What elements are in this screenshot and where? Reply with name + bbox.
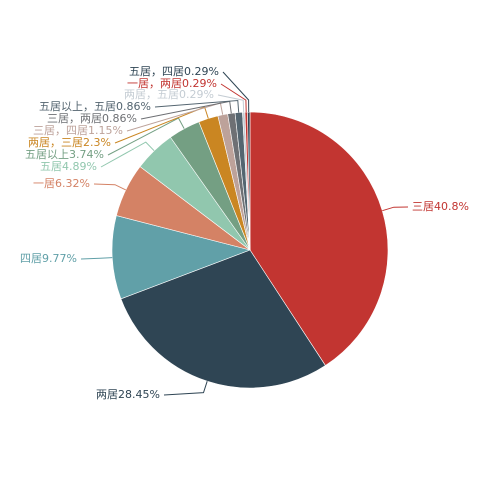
leader-line <box>100 141 155 168</box>
leader-line <box>220 83 247 113</box>
leader-line <box>114 106 209 144</box>
slice-label: 五居以上3.74% <box>25 148 104 161</box>
pie-slice <box>249 111 389 366</box>
slice-label: 五居以上，五居0.86% <box>39 100 151 113</box>
pie-slices <box>111 111 389 389</box>
slice-label: 四居9.77% <box>20 252 77 265</box>
slice-label: 五居，四居0.29% <box>129 65 219 78</box>
slice-label: 两居，五居0.29% <box>124 88 214 101</box>
slice-label: 两居，三居2.3% <box>28 136 111 149</box>
slice-label: 五居4.89% <box>40 160 97 173</box>
label-leader-lines <box>80 71 409 396</box>
pie-slice <box>247 111 251 251</box>
slice-label: 一居6.32% <box>33 177 90 190</box>
leader-line <box>93 183 127 191</box>
leader-line <box>217 94 245 113</box>
pie-slice <box>111 215 251 300</box>
leader-line <box>222 71 250 113</box>
slice-label: 两居28.45% <box>96 388 160 401</box>
slice-label: 三居，四居1.15% <box>33 124 123 137</box>
pie-slice <box>120 249 326 389</box>
leader-line <box>80 257 113 260</box>
leader-line <box>154 99 240 113</box>
leader-line <box>382 206 409 212</box>
leader-line <box>107 117 185 156</box>
leader-line <box>163 381 208 396</box>
slice-label: 三居40.8% <box>412 200 469 213</box>
slice-labels: 三居40.8%两居28.45%四居9.77%一居6.32%五居4.89%五居以上… <box>20 65 469 401</box>
slice-label: 三居，两居0.86% <box>47 112 137 125</box>
slice-label: 一居，两居0.29% <box>127 77 217 90</box>
